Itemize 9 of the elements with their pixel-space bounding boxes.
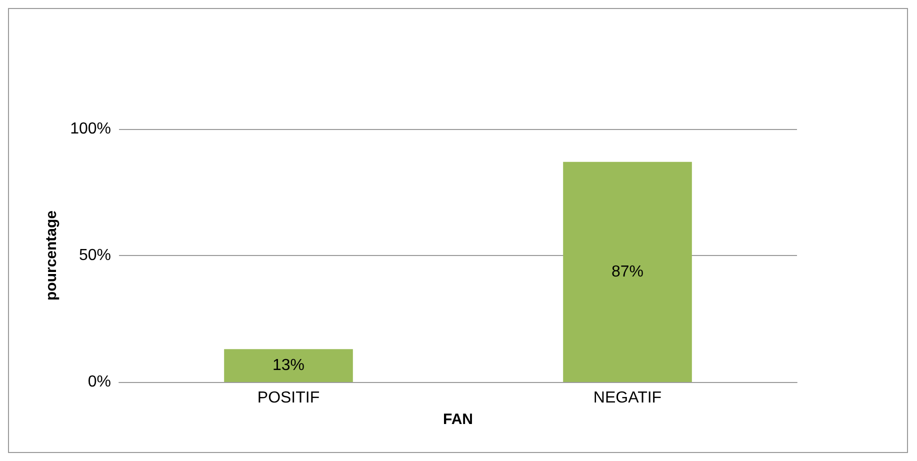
x-tick-label: NEGATIF xyxy=(593,390,662,406)
x-axis-title: FAN xyxy=(443,411,473,428)
y-tick-label: 100% xyxy=(70,120,111,138)
data-label: 87% xyxy=(611,263,644,280)
x-tick-label: POSITIF xyxy=(257,390,320,406)
y-tick-label: 0% xyxy=(88,374,111,390)
y-axis-title: pourcentage xyxy=(43,210,60,301)
data-label: 13% xyxy=(272,357,305,374)
y-tick-label: 50% xyxy=(78,247,111,264)
